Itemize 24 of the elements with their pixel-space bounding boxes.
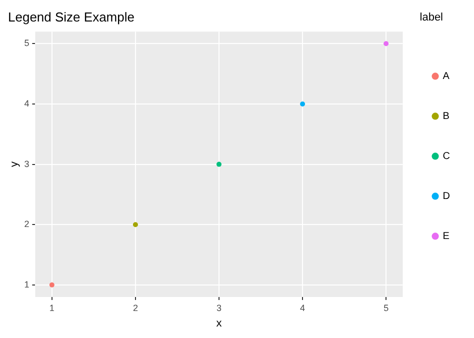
- point: [300, 101, 306, 106]
- chart-title: Legend Size Example: [8, 9, 134, 24]
- x-tick-label: 1: [49, 302, 54, 313]
- x-tick-label: 5: [384, 302, 389, 313]
- y-tick-label: 2: [24, 219, 30, 230]
- x-axis-title: x: [216, 317, 222, 330]
- legend-label: D: [442, 190, 450, 202]
- legend-label: C: [442, 150, 450, 162]
- y-axis-title: y: [8, 161, 21, 168]
- legend-title: label: [420, 12, 444, 24]
- y-tick-label: 5: [24, 38, 30, 48]
- legend-label: A: [442, 70, 450, 82]
- x-tick-label: 2: [132, 302, 138, 313]
- x-tick-label: 3: [216, 302, 222, 313]
- point: [216, 162, 222, 167]
- point: [132, 222, 138, 228]
- point: [49, 282, 54, 288]
- legend-label: B: [442, 110, 450, 122]
- y-tick-label: 1: [24, 279, 30, 290]
- point: [384, 41, 389, 46]
- x-tick-label: 4: [300, 302, 306, 313]
- y-tick-label: 3: [24, 158, 30, 169]
- y-tick-label: 4: [24, 98, 30, 108]
- legend-label: E: [442, 230, 450, 242]
